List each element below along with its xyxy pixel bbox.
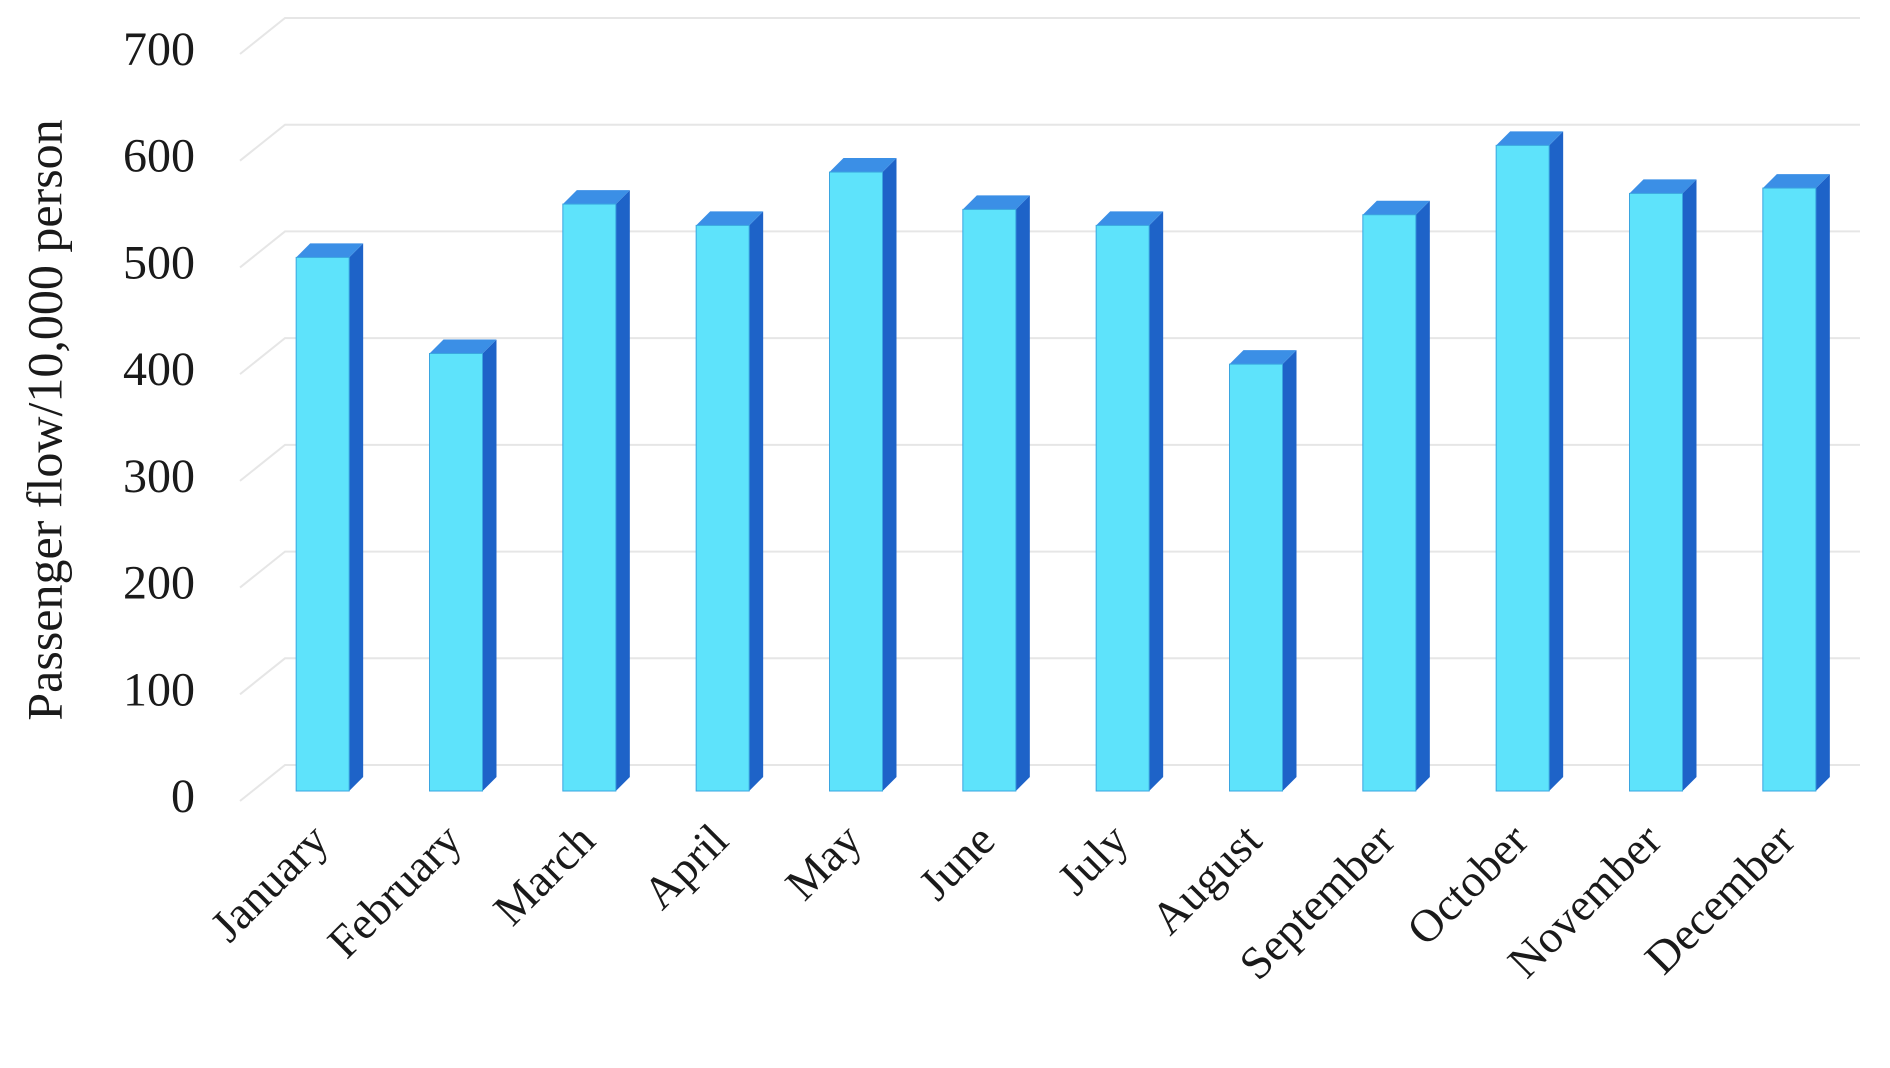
bar-side bbox=[1149, 211, 1164, 791]
bar-front bbox=[295, 256, 350, 792]
grid-line bbox=[239, 443, 1860, 482]
y-tick-label: 200 bbox=[123, 557, 195, 610]
bar-side bbox=[1015, 195, 1030, 791]
bar-front bbox=[1629, 192, 1683, 792]
bar-top bbox=[296, 243, 364, 258]
grid-line bbox=[239, 764, 1860, 802]
bar bbox=[829, 158, 897, 792]
bar-side bbox=[1682, 179, 1697, 791]
bar-side bbox=[882, 158, 897, 792]
grid-line bbox=[239, 550, 1860, 589]
bar-side bbox=[349, 243, 364, 791]
y-tick-label: 600 bbox=[123, 130, 195, 183]
grid-line bbox=[239, 17, 1860, 55]
bar bbox=[1629, 179, 1697, 792]
bar bbox=[1095, 211, 1164, 792]
bar-top bbox=[1629, 179, 1697, 194]
bar-top bbox=[562, 190, 630, 205]
bar-top bbox=[1496, 131, 1564, 146]
bar-top bbox=[1362, 200, 1430, 215]
bar-front bbox=[1762, 187, 1817, 792]
x-tick-label: August bbox=[1141, 814, 1271, 944]
bar-side bbox=[1415, 200, 1430, 791]
bar-top bbox=[962, 195, 1030, 210]
bar-top bbox=[829, 158, 897, 173]
bar-front bbox=[1362, 214, 1417, 792]
bar-front bbox=[1095, 224, 1150, 792]
bar bbox=[295, 243, 364, 792]
bar-side bbox=[749, 211, 764, 791]
bar bbox=[1762, 174, 1830, 792]
bar-side bbox=[615, 190, 630, 792]
grid-line bbox=[239, 657, 1860, 696]
x-tick-label: March bbox=[483, 814, 604, 935]
bar-top bbox=[696, 211, 764, 226]
grid-line bbox=[239, 230, 1860, 269]
bar-side bbox=[1549, 131, 1564, 792]
grid-line bbox=[239, 337, 1860, 375]
bar bbox=[695, 211, 764, 792]
x-tick-label: June bbox=[909, 814, 1005, 910]
bar-side bbox=[482, 339, 497, 791]
grid-line bbox=[239, 123, 1860, 162]
y-tick-label: 0 bbox=[171, 770, 195, 823]
bar bbox=[1362, 200, 1430, 792]
y-axis-label: Passenger flow/10,000 person bbox=[16, 119, 72, 720]
x-tick-label: April bbox=[633, 814, 738, 919]
x-tick-label: May bbox=[775, 814, 871, 910]
bar-front bbox=[829, 171, 883, 792]
x-tick-label: February bbox=[318, 814, 471, 967]
y-tick-label: 400 bbox=[123, 343, 195, 396]
y-tick-label: 500 bbox=[123, 236, 195, 289]
bar-top bbox=[429, 339, 497, 354]
bar-front bbox=[562, 203, 617, 792]
bar-side bbox=[1282, 350, 1297, 791]
bar bbox=[1495, 131, 1564, 792]
y-tick-label: 100 bbox=[123, 663, 195, 716]
bar-front bbox=[429, 352, 483, 792]
bar-top bbox=[1762, 174, 1830, 189]
bar-front bbox=[1495, 144, 1550, 792]
bar bbox=[562, 190, 630, 792]
x-tick-label: July bbox=[1047, 814, 1137, 904]
y-tick-label: 700 bbox=[123, 23, 195, 76]
y-tick-label: 300 bbox=[123, 450, 195, 503]
bar-front bbox=[1229, 363, 1283, 792]
bar-top bbox=[1229, 350, 1297, 365]
bar bbox=[429, 339, 497, 792]
bar-front bbox=[962, 208, 1017, 792]
bar-side bbox=[1815, 174, 1830, 792]
bar-front bbox=[695, 224, 750, 792]
bar bbox=[1229, 350, 1297, 792]
bar-top bbox=[1096, 211, 1164, 226]
bar bbox=[962, 195, 1030, 792]
